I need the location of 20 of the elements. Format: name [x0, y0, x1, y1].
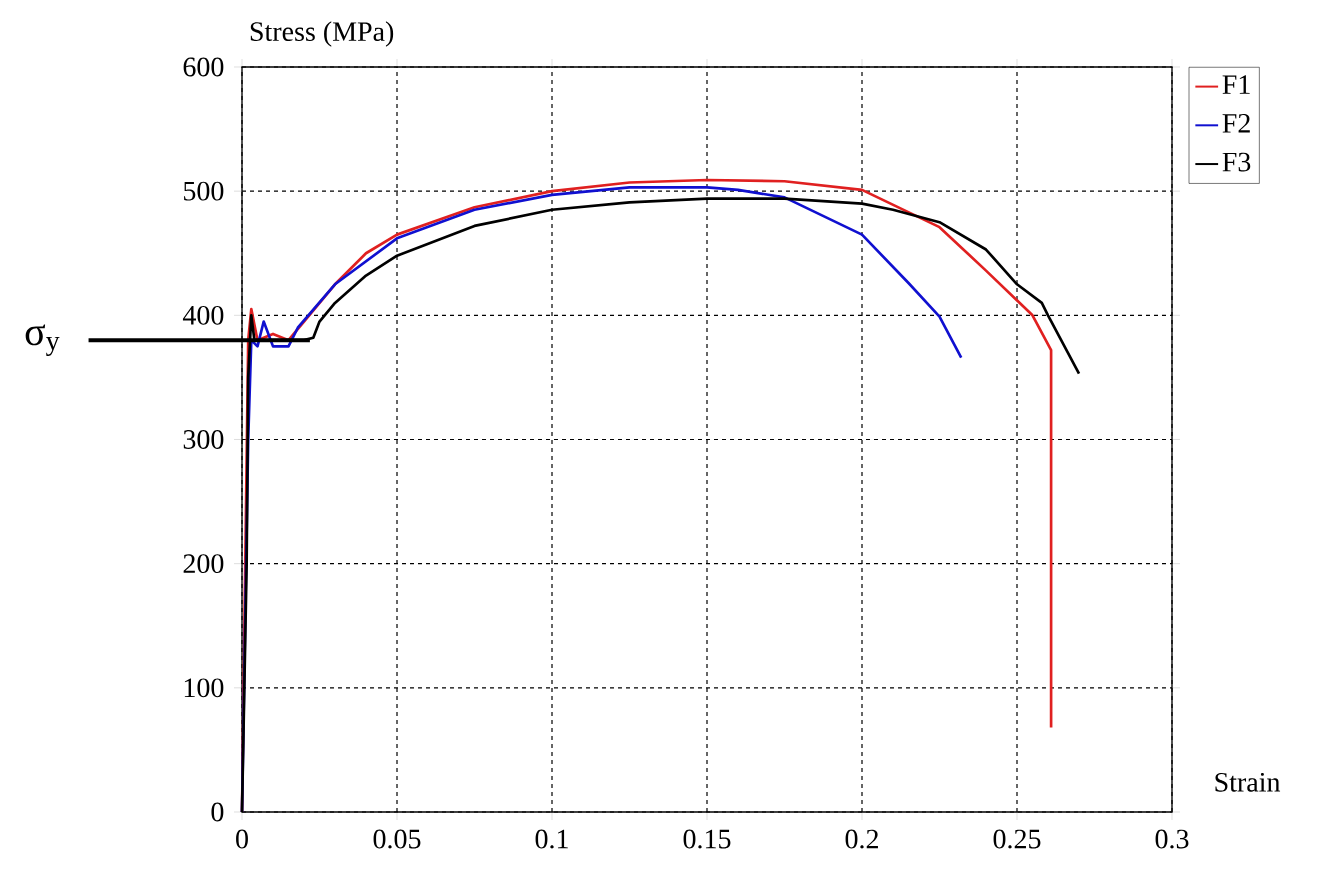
y-tick-label: 500 — [184, 181, 224, 201]
legend-label: F3 — [1222, 152, 1251, 172]
legend-label: F2 — [1222, 113, 1250, 133]
x-tick-label: 0.1 — [535, 829, 568, 849]
y-tick-label: 100 — [184, 678, 224, 698]
x-tick-label: 0.15 — [683, 829, 731, 849]
x-tick-label: 0.05 — [373, 829, 421, 849]
x-tick-label: 0.2 — [845, 829, 878, 849]
x-tick-label: 0 — [236, 829, 248, 849]
y-tick-label: 200 — [183, 554, 224, 574]
y-tick-label: 400 — [182, 305, 224, 325]
y-tick-label: 600 — [183, 57, 224, 77]
x-axis-title: Strain — [1215, 772, 1281, 792]
x-tick-label: 0.3 — [1155, 829, 1189, 849]
legend-label: F1 — [1222, 75, 1250, 94]
y-tick-label: 300 — [183, 430, 224, 449]
y-axis-title: Stress (MPa) — [250, 21, 394, 47]
y-tick-label: 0 — [211, 802, 224, 822]
ref-line-label: σ$_{y}$ — [25, 324, 60, 356]
x-tick-label: 0.25 — [993, 829, 1041, 849]
